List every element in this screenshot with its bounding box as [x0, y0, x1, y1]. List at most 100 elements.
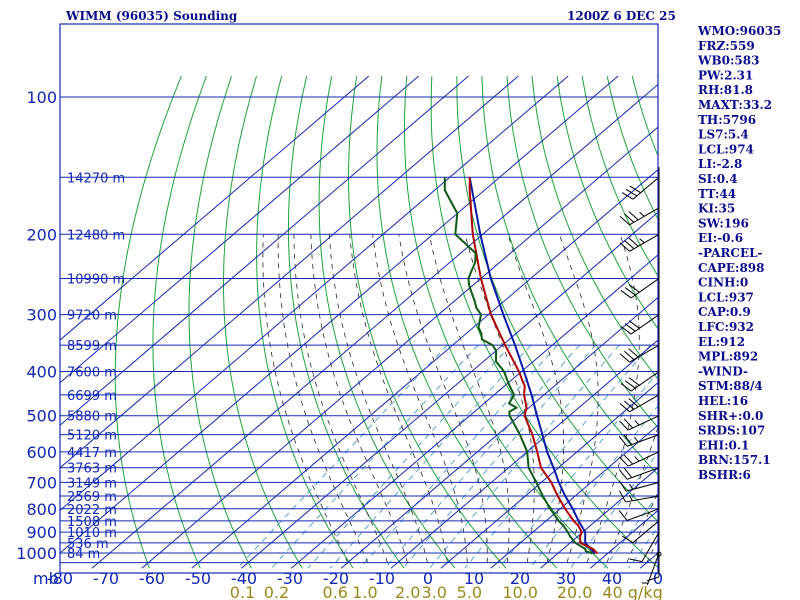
moist-adiabat-line [606, 426, 658, 563]
wind-barb [646, 542, 660, 582]
wind-barb [619, 207, 660, 226]
mixing-ratio-line [529, 405, 658, 569]
index-item: LCL:974 [698, 142, 754, 156]
dry-adiabat-line [556, 76, 658, 330]
index-item: EI:-0.6 [698, 231, 743, 245]
wind-barb [621, 176, 660, 200]
height-label: 5880 m [67, 410, 117, 425]
wind-barb [620, 314, 660, 335]
temperature-tick-label: 0 [653, 569, 663, 588]
temperature-tick-label: 40 [602, 569, 622, 588]
mixing-ratio-line [429, 344, 620, 569]
dry-adiabat-line [256, 75, 354, 569]
height-labels: 14270 m 12480 m 10990 m 9720 m 8599 m 7600 m 6… [67, 171, 125, 562]
series-line-parcel [468, 177, 596, 555]
moist-adiabat-line [507, 234, 565, 563]
moist-adiabat-line [464, 234, 535, 563]
index-item: FRZ:559 [698, 39, 755, 53]
dry-adiabat-line [114, 75, 182, 569]
wind-barb [619, 233, 660, 252]
index-item: KI:35 [698, 202, 735, 216]
wind-barb [619, 451, 660, 467]
height-label: 3763 m [67, 462, 117, 477]
series-line-temperature [468, 177, 599, 555]
isotherm-line [91, 83, 658, 569]
series-line-dewpoint [443, 177, 593, 555]
index-item: WB0:583 [697, 54, 759, 68]
wind-barb [619, 394, 660, 413]
mixing-ratio-label: 3.0 [422, 583, 447, 600]
pressure-tick-labels: 100 200 300 400 500 600 700 800 900 1000 [16, 88, 57, 563]
pressure-tick-label: 100 [26, 88, 57, 107]
wind-barb [619, 344, 660, 363]
index-item: CAPE:898 [698, 261, 765, 275]
height-label: 14270 m [67, 171, 125, 186]
isotherm-line [60, 75, 619, 554]
isotherms [60, 75, 658, 569]
isotherm-line [241, 211, 658, 569]
index-item: EHI:0.1 [698, 438, 749, 452]
dry-adiabat-line [430, 76, 658, 569]
mixing-ratio-label: 20.0 [557, 583, 593, 600]
index-item: HEL:16 [698, 394, 748, 408]
height-label: 8599 m [67, 339, 117, 354]
height-label: 9720 m [67, 309, 117, 324]
pressure-tick-label: 700 [26, 473, 57, 492]
index-item: SI:0.4 [698, 172, 738, 186]
moist-adiabat-line [277, 234, 368, 563]
dry-adiabat-line [223, 75, 303, 569]
pressure-tick-label: 400 [26, 363, 57, 382]
temperature-tick-label: 20 [510, 569, 530, 588]
isotherm-line [440, 381, 658, 569]
temperature-tick-labels: mb-80 -70 -60 -50 -40 -30 -20 -10 0 10 20 30 40 0 [33, 569, 663, 588]
moist-adiabat-line [398, 234, 488, 563]
mixing-ratio-label: 10.0 [502, 583, 538, 600]
mixing-ratio-line [570, 452, 658, 569]
index-item: RH:81.8 [698, 83, 753, 97]
dry-adiabat-line [757, 76, 800, 568]
mixing-ratio-label: 40 g/kg [602, 583, 662, 600]
index-item: MPL:892 [698, 350, 758, 364]
wind-barb [621, 520, 660, 544]
moist-adiabat-line [349, 234, 448, 563]
moist-adiabat-line [626, 491, 658, 563]
temperature-tick-label: 0 [423, 569, 433, 588]
mixing-ratio-line [329, 344, 532, 569]
temperature-tick-label: -80 [47, 569, 73, 588]
pressure-tick-label: 200 [26, 225, 57, 244]
wind-barb [618, 480, 660, 492]
dry-adiabat-line [783, 76, 800, 568]
x-axis-unit-label: mb [33, 569, 59, 588]
dry-adiabat-line [152, 75, 207, 569]
height-label: 12480 m [67, 228, 125, 243]
wind-barb [629, 531, 660, 563]
moist-adiabat-line [328, 234, 428, 563]
temperature-tick-label: 10 [464, 569, 484, 588]
moist-adiabat-line [293, 234, 388, 563]
isobars [60, 96, 658, 564]
index-item: LI:-2.8 [698, 157, 742, 171]
temperature-tick-label: -70 [93, 569, 119, 588]
mixing-ratio-line [307, 344, 512, 569]
index-item: -WIND- [698, 364, 748, 378]
dry-adiabat-line [188, 75, 252, 569]
mixing-ratio-line [402, 344, 597, 569]
height-label: 84 m [67, 547, 100, 562]
index-item: BRN:157.1 [698, 453, 771, 467]
index-item: BSHR:6 [698, 468, 751, 482]
index-item: SW:196 [698, 216, 749, 230]
mixing-ratio-line [271, 344, 479, 569]
temperature-tick-label: -10 [369, 569, 395, 588]
isotherm-line [60, 75, 370, 341]
isotherm-line [60, 75, 469, 426]
index-item: TT:44 [698, 187, 736, 201]
mixing-ratio-line [464, 344, 651, 569]
dry-adiabat-line [347, 76, 507, 569]
pressure-tick-label: 500 [26, 407, 57, 426]
temperature-tick-label: -50 [185, 569, 211, 588]
dry-adiabat-line [456, 76, 658, 523]
temperature-tick-label: -60 [139, 569, 165, 588]
mixing-ratio-label: 2.0 [395, 583, 420, 600]
wind-barb [619, 490, 660, 503]
